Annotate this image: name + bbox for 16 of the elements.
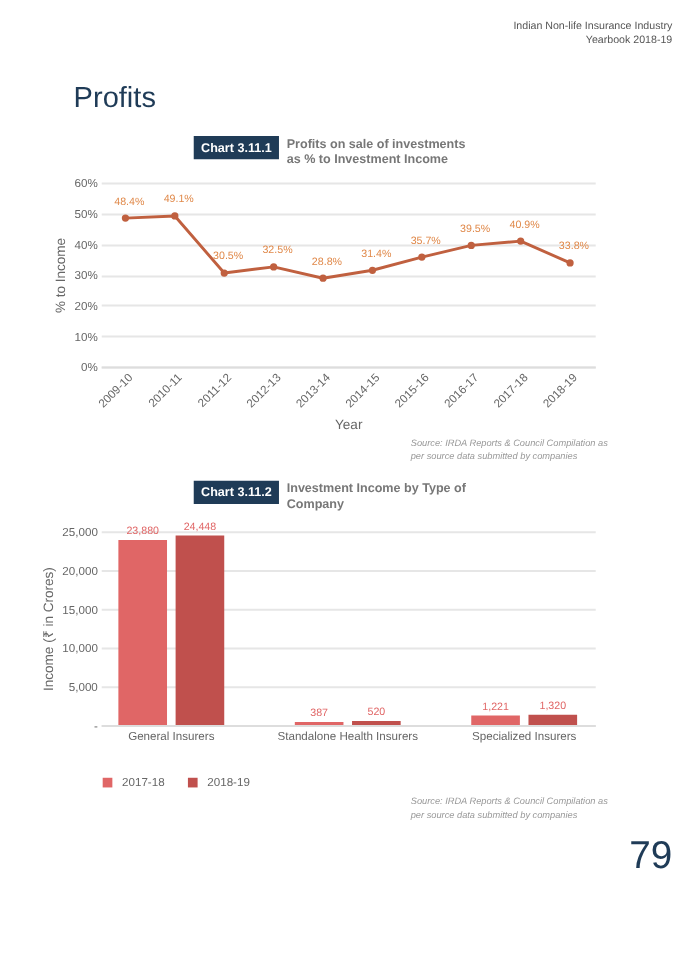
point: [319, 274, 327, 282]
bar: [471, 715, 520, 725]
text: Profits: [73, 82, 156, 115]
point: [171, 212, 179, 220]
point: [220, 269, 228, 277]
point: [418, 253, 426, 261]
point: [368, 266, 377, 274]
point: [566, 259, 574, 267]
point: [517, 237, 525, 245]
bar: [118, 539, 168, 725]
bar: [175, 535, 225, 725]
point: [121, 214, 130, 222]
point: [467, 241, 475, 250]
bar: [528, 714, 578, 725]
text: 79: [629, 834, 673, 879]
point: [270, 263, 278, 271]
